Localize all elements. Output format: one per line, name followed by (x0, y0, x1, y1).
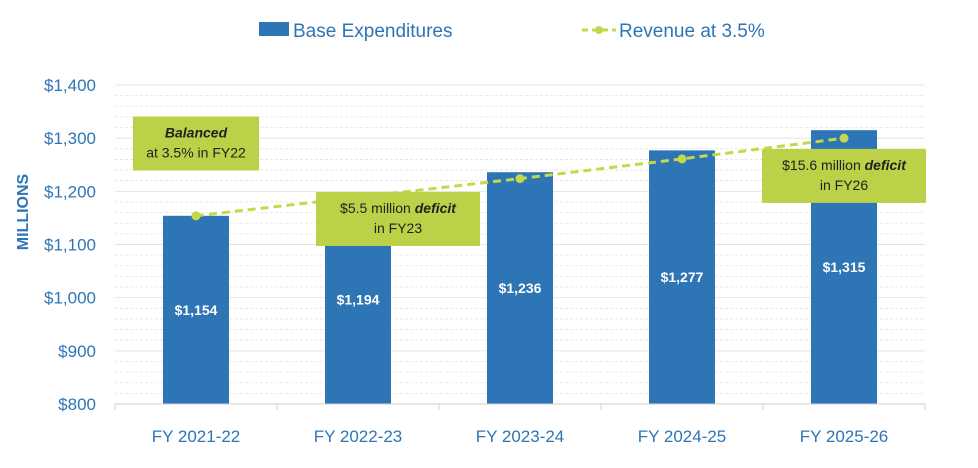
callout-text: at 3.5% in FY22 (146, 144, 246, 160)
x-tick-label: FY 2024-25 (638, 427, 727, 446)
revenue-point (191, 211, 201, 221)
x-tick-label: FY 2023-24 (476, 427, 565, 446)
legend-line-marker (595, 26, 603, 34)
bar-value-label: $1,154 (175, 302, 218, 318)
y-tick-label: $1,300 (44, 129, 96, 148)
callout-run: $5.5 million (340, 200, 415, 216)
bar-value-label: $1,315 (823, 259, 866, 275)
annotations: Balanced at 3.5% in FY22 $5.5 million defi… (133, 116, 926, 246)
revenue-point (839, 133, 849, 143)
annotation-callout: Balanced at 3.5% in FY22 (133, 116, 259, 171)
y-tick-label: $1,000 (44, 289, 96, 308)
y-tick-label: $800 (58, 395, 96, 414)
callout-emphasis: deficit (865, 157, 908, 173)
x-tick-label: FY 2022-23 (314, 427, 403, 446)
callout-box (133, 116, 259, 171)
callout-emphasis: Balanced (165, 124, 228, 140)
bar-value-label: $1,277 (661, 269, 704, 285)
bars: $1,154 $1,194 $1,236 $1,277 $1,315 (163, 130, 877, 405)
legend: Base Expenditures Revenue at 3.5% (259, 21, 765, 42)
callout-emphasis: deficit (415, 200, 458, 216)
x-axis-ticks: FY 2021-22 FY 2022-23 FY 2023-24 FY 2024-25… (114, 403, 926, 446)
y-tick-label: $900 (58, 342, 96, 361)
callout-text: Balanced (165, 124, 228, 140)
legend-bar-swatch (259, 22, 289, 36)
x-tick-label: FY 2021-22 (152, 427, 241, 446)
legend-line-label: Revenue at 3.5% (619, 21, 765, 42)
callout-text: $15.6 million deficit (782, 157, 907, 173)
callout-box (762, 148, 926, 203)
callout-text: $5.5 million deficit (340, 200, 457, 216)
callout-text: in FY23 (374, 220, 422, 236)
callout-text: in FY26 (820, 177, 868, 193)
callout-box (316, 191, 480, 246)
bar-value-label: $1,194 (337, 291, 380, 307)
annotation-callout: $15.6 million deficit in FY26 (762, 148, 926, 203)
x-tick-label: FY 2025-26 (800, 427, 889, 446)
callout-run: in FY23 (374, 220, 422, 236)
y-tick-label: $1,200 (44, 182, 96, 201)
y-axis-title: MILLIONS (15, 173, 32, 250)
revenue-point (515, 174, 525, 184)
annotation-callout: $5.5 million deficit in FY23 (316, 191, 480, 246)
legend-bar-label: Base Expenditures (293, 21, 453, 42)
y-tick-label: $1,100 (44, 236, 96, 255)
revenue-point (677, 154, 687, 164)
bar (487, 172, 553, 404)
y-axis-ticks: $800 $900 $1,000 $1,100 $1,200 $1,300 $1,400 (44, 76, 96, 414)
bar (649, 150, 715, 404)
callout-run: in FY26 (820, 177, 868, 193)
bar (163, 215, 229, 404)
bar-value-label: $1,236 (499, 280, 542, 296)
callout-run: $15.6 million (782, 157, 865, 173)
y-tick-label: $1,400 (44, 76, 96, 95)
callout-run: at 3.5% in FY22 (146, 144, 246, 160)
